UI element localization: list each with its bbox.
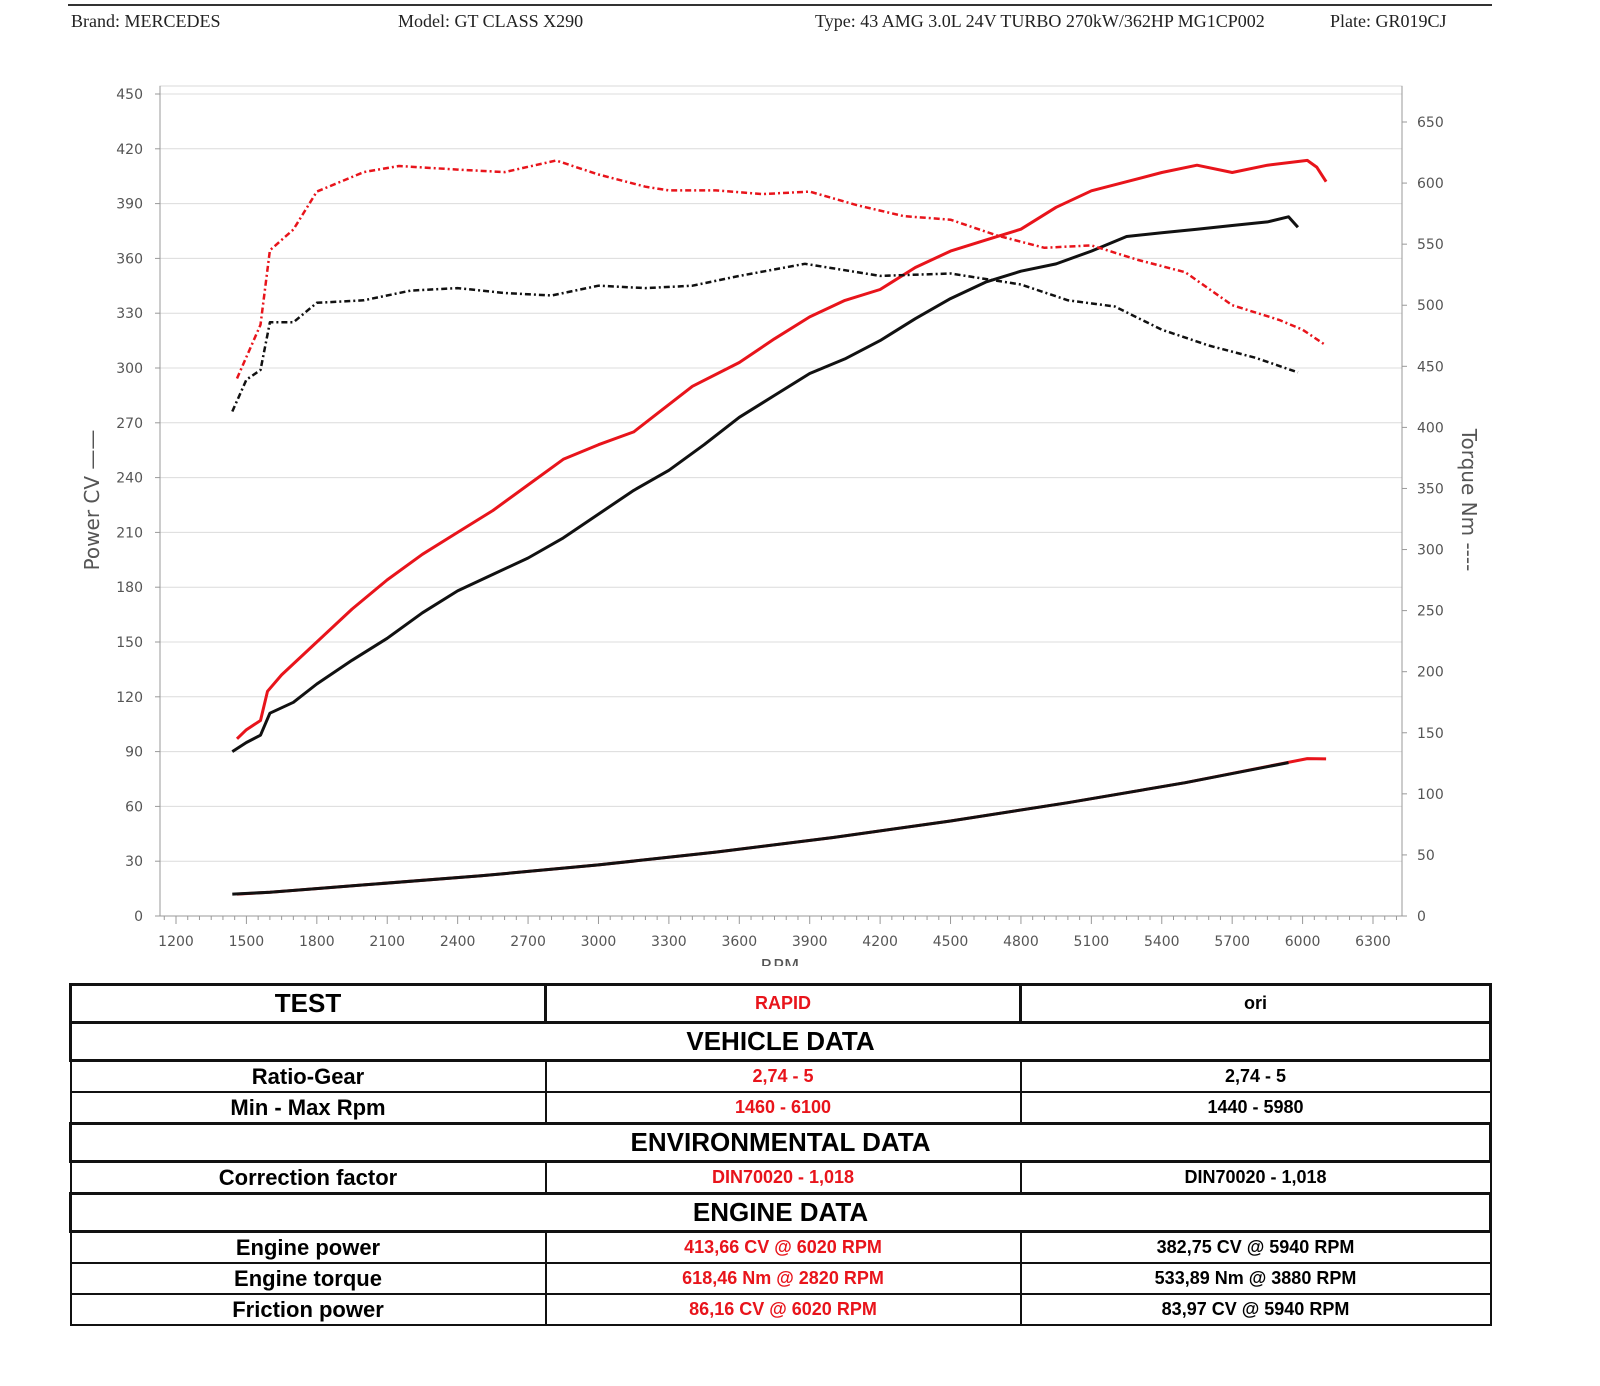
model-label: Model: GT CLASS X290 [398,11,584,31]
series-line-ori-torque [231,262,1299,413]
test-header: TEST [69,983,547,1024]
rapid-value: 2,74 - 5 [544,1059,1022,1093]
section-title: VEHICLE DATA [69,1021,1492,1062]
y2-tick-label: 450 [1417,359,1444,375]
y2-tick-label: 250 [1417,604,1444,620]
y2-tick-label: 600 [1417,176,1444,192]
row-label: Engine torque [69,1262,547,1295]
y2-axis-label: Torque Nm ---- [1457,428,1481,572]
x-tick-label: 4800 [1003,934,1039,950]
top-rule [68,4,1492,6]
x-tick-label: 6300 [1355,934,1391,950]
y-tick-label: 450 [116,87,143,103]
row-label: Friction power [69,1293,547,1326]
rapid-header: RAPID [544,983,1022,1024]
table-row: Engine torque 618,46 Nm @ 2820 RPM 533,89 … [69,1262,1492,1295]
x-tick-label: 5700 [1214,934,1250,950]
x-tick-label: 3900 [792,934,828,950]
table-row: Correction factor DIN70020 - 1,018 DIN7002… [69,1160,1492,1195]
section-title: ENVIRONMENTAL DATA [69,1122,1492,1163]
x-tick-label: 3600 [721,934,757,950]
y2-tick-label: 300 [1417,543,1444,559]
y2-tick-label: 500 [1417,298,1444,314]
y2-tick-label: 50 [1417,848,1435,864]
y2-tick-label: 100 [1417,787,1444,803]
y2-tick-label: 150 [1417,726,1444,742]
y2-tick-label: 200 [1417,665,1444,681]
y-tick-label: 60 [125,799,143,815]
x-tick-label: 6000 [1285,934,1321,950]
ori-value: 2,74 - 5 [1019,1059,1492,1093]
rapid-value: 618,46 Nm @ 2820 RPM [544,1262,1022,1295]
y2-tick-label: 550 [1417,237,1444,253]
x-tick-label: 4200 [862,934,898,950]
y-tick-label: 360 [116,251,143,267]
x-tick-label: 5400 [1144,934,1180,950]
rapid-value: 1460 - 6100 [544,1091,1022,1125]
y-tick-label: 270 [116,416,143,432]
dyno-chart: 0 30 60 90 120 150 180 210 240 270 300 330 360 390 420… [80,85,1481,966]
x-tick-label: 2400 [440,934,476,950]
plate-label: Plate: GR019CJ [1330,11,1447,31]
y2-tick-label: 350 [1417,481,1444,497]
row-label: Engine power [69,1230,547,1264]
ori-value: DIN70020 - 1,018 [1019,1160,1492,1195]
table-row: Engine power 413,66 CV @ 6020 RPM 382,75 C… [69,1230,1492,1264]
x-tick-label: 2700 [510,934,546,950]
row-label: Ratio-Gear [69,1059,547,1093]
y2-tick-label: 0 [1417,909,1426,925]
y2-tick-label: 650 [1417,115,1444,131]
x-tick-label: 2100 [369,934,405,950]
y-tick-label: 150 [116,635,143,651]
section-row: ENGINE DATA [69,1192,1492,1233]
y2-tick-label: 400 [1417,420,1444,436]
ori-value: 533,89 Nm @ 3880 RPM [1019,1262,1492,1295]
y-tick-label: 390 [116,197,143,213]
y-tick-label: 120 [116,690,143,706]
x-tick-label: 1500 [229,934,265,950]
ori-value: 382,75 CV @ 5940 RPM [1019,1230,1492,1264]
y-axis-label: Power CV —— [80,430,104,571]
series-line-rapid-friction-power [236,757,1327,896]
y-tick-label: 300 [116,361,143,377]
y-tick-label: 30 [125,854,143,870]
series-line-rapid-power [235,158,1328,740]
ori-header: ori [1019,983,1492,1024]
brand-label: Brand: MERCEDES [71,11,221,31]
x-tick-label: 1800 [299,934,335,950]
series-line-rapid-torque [235,159,1327,380]
rapid-value: 86,16 CV @ 6020 RPM [544,1293,1022,1326]
table-header-row: TEST RAPID ori [69,983,1492,1024]
table-row: Min - Max Rpm 1460 - 6100 1440 - 5980 [69,1091,1492,1125]
x-tick-label: 4500 [933,934,969,950]
section-title: ENGINE DATA [69,1192,1492,1233]
rapid-value: 413,66 CV @ 6020 RPM [544,1230,1022,1264]
series-line-ori-power [231,215,1300,753]
y-tick-label: 420 [116,142,143,158]
type-label: Type: 43 AMG 3.0L 24V TURBO 270kW/362HP … [815,11,1265,31]
y-tick-label: 180 [116,580,143,596]
x-tick-label: 3300 [651,934,687,950]
plot-frame [159,85,1403,917]
y-tick-label: 240 [116,471,143,487]
section-row: ENVIRONMENTAL DATA [69,1122,1492,1163]
table-row: Friction power 86,16 CV @ 6020 RPM 83,97 C… [69,1293,1492,1326]
rapid-value: DIN70020 - 1,018 [544,1160,1022,1195]
x-axis-label: RPM [761,956,800,966]
row-label: Correction factor [69,1160,547,1195]
y-tick-label: 210 [116,525,143,541]
y-tick-label: 90 [125,745,143,761]
y-tick-label: 0 [134,909,143,925]
x-tick-label: 1200 [158,934,194,950]
ori-value: 83,97 CV @ 5940 RPM [1019,1293,1492,1326]
x-tick-label: 5100 [1074,934,1110,950]
series-line-ori-friction-power [232,761,1289,896]
ori-value: 1440 - 5980 [1019,1091,1492,1125]
table-row: Ratio-Gear 2,74 - 5 2,74 - 5 [69,1059,1492,1093]
y-tick-label: 330 [116,306,143,322]
section-row: VEHICLE DATA [69,1021,1492,1062]
row-label: Min - Max Rpm [69,1091,547,1125]
results-table: TEST RAPID ori VEHICLE DATA Ratio-Gear 2,7… [69,983,1492,1326]
x-tick-label: 3000 [581,934,617,950]
